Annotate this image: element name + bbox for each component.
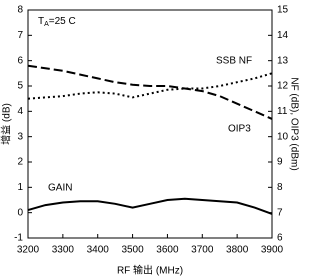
x-tick-label: 3800 (226, 245, 249, 256)
x-tick-label: 3500 (121, 245, 144, 256)
x-tick-label: 3300 (52, 245, 75, 256)
y-tick-label: -1 (14, 233, 23, 244)
y-tick-label: 1 (17, 182, 23, 193)
y-tick-label: 2 (17, 157, 23, 168)
plot-frame (27, 9, 273, 239)
x-tick-label: 3400 (87, 245, 110, 256)
y2-tick-label: 13 (277, 55, 289, 66)
x-tick-label: 3600 (156, 245, 179, 256)
series-line (27, 72, 273, 100)
y-tick-label: 0 (17, 207, 23, 218)
y2-tick-label: 12 (277, 81, 289, 92)
y2-tick-label: 10 (277, 131, 289, 142)
y2-axis-title: NF (dB), OIP3 (dBm) (288, 77, 299, 170)
x-tick-label: 3200 (17, 245, 40, 256)
y-tick-label: 7 (17, 30, 23, 41)
y-tick-label: 3 (17, 131, 23, 142)
y2-tick-label: 14 (277, 30, 289, 41)
series-line (27, 64, 273, 120)
y-axis-title: 增益 (dB) (0, 103, 13, 145)
y2-tick-label: 15 (277, 5, 289, 16)
x-axis-title: RF 输出 (MHz) (117, 264, 183, 277)
y2-tick-label: 11 (277, 106, 288, 117)
series-label: GAIN (48, 183, 72, 194)
y2-tick-label: 7 (277, 207, 283, 218)
series-label: OIP3 (228, 124, 251, 135)
x-tick-label: 3900 (261, 245, 284, 256)
annotation-suffix: =25 C (49, 16, 76, 27)
y-tick-label: 4 (17, 106, 23, 117)
series-label: SSB NF (216, 56, 252, 67)
annotation-text: T (38, 16, 44, 27)
annotation: TA=25 C (38, 16, 76, 28)
annotation-subscript: A (44, 21, 49, 28)
series-line (27, 197, 273, 215)
y-tick-label: 5 (17, 81, 23, 92)
y2-tick-label: 9 (277, 157, 283, 168)
y-tick-label: 8 (17, 5, 23, 16)
y2-tick-label: 6 (277, 233, 283, 244)
y2-tick-label: 8 (277, 182, 283, 193)
y-tick-label: 6 (17, 55, 23, 66)
chart: RF 输出 (MHz) 增益 (dB) NF (dB), OIP3 (dBm) … (0, 5, 299, 277)
x-tick-label: 3700 (191, 245, 214, 256)
